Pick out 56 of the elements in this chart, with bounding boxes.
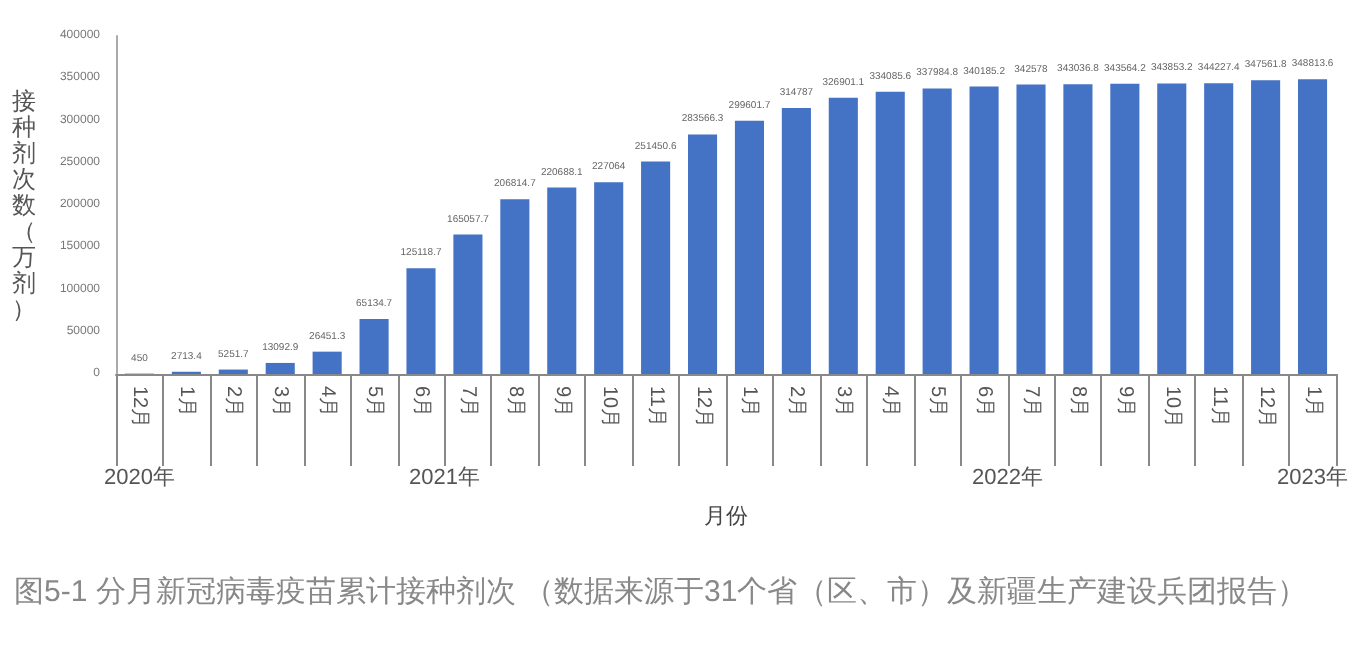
x-tick-label: 7月	[1020, 386, 1042, 418]
x-tick-label: 2月	[785, 386, 808, 418]
bar	[500, 199, 530, 374]
bar	[875, 91, 905, 374]
x-axis-title: 月份	[704, 505, 748, 529]
bar	[406, 268, 436, 374]
x-tick-label: 5月	[363, 386, 386, 418]
bar	[687, 134, 718, 374]
bar	[1063, 84, 1093, 374]
x-tick-label: 7月	[456, 386, 479, 418]
x-tick-label: 12月	[1254, 386, 1277, 429]
bar	[312, 351, 342, 374]
bar	[1251, 80, 1281, 374]
x-tick-label: 6月	[410, 386, 432, 418]
bar	[1204, 83, 1234, 374]
x-tick-label: 1月	[738, 386, 761, 418]
x-tick-label: 9月	[550, 386, 573, 418]
x-tick-label: 12月	[691, 386, 714, 429]
text: 2020年	[103, 466, 175, 490]
x-tick-label: 3月	[832, 386, 855, 418]
bar	[594, 182, 624, 374]
x-tick-label: 4月	[879, 386, 902, 418]
x-tick-label: 1月	[1301, 386, 1324, 418]
bar	[547, 187, 577, 374]
x-tick-label: 9月	[1113, 386, 1136, 418]
bar	[969, 86, 999, 374]
text: 2023年	[1277, 466, 1349, 490]
x-tick-label: 6月	[973, 386, 996, 418]
x-tick-label: 1月	[175, 386, 198, 418]
x-tick-label: 2月	[222, 386, 245, 418]
x-tick-label: 4月	[316, 386, 339, 418]
x-tick-label: 3月	[269, 386, 292, 418]
bar	[1297, 79, 1328, 374]
bar	[781, 108, 811, 374]
x-tick-label: 10月	[597, 386, 620, 429]
text: 2022年	[972, 466, 1044, 490]
bar	[453, 234, 483, 374]
bar	[828, 97, 858, 374]
bar	[1157, 83, 1187, 374]
bar	[922, 88, 952, 374]
x-tick-label: 11月	[1207, 386, 1230, 427]
bar	[734, 120, 765, 374]
x-tick-label: 8月	[1066, 386, 1089, 418]
x-tick-label: 12月	[128, 386, 151, 429]
bar	[265, 362, 295, 374]
bar	[1110, 83, 1140, 374]
bar	[1016, 84, 1046, 374]
text: 2021年	[408, 466, 480, 490]
x-tick-label: 8月	[503, 386, 526, 418]
text: 图5-1 分月新冠病毒疫苗累计接种剂次 （数据来源于31个省（区、市）及新疆生产建设兵团报告）	[14, 575, 1308, 609]
x-tick-label: 5月	[926, 386, 949, 418]
x-tick-label: 11月	[644, 386, 667, 427]
text: 接种剂次数（万剂）	[12, 87, 36, 323]
bar	[641, 161, 671, 374]
bar	[359, 318, 389, 374]
x-tick-label: 10月	[1160, 386, 1183, 429]
